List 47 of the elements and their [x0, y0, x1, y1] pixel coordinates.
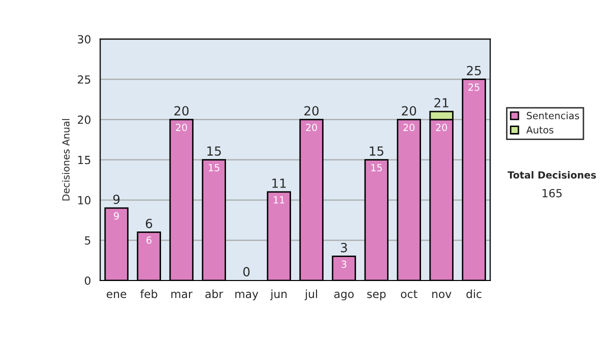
x-tick-label: may: [235, 292, 258, 300]
x-tick-label: feb: [140, 290, 158, 298]
x-tick-label: jun: [270, 290, 287, 300]
y-tick-label: 5: [84, 236, 90, 245]
legend-label: Autos: [526, 126, 554, 134]
data-label: 20: [436, 124, 447, 132]
total-label: 9: [113, 194, 120, 204]
total-label: 25: [466, 66, 481, 76]
data-label: 20: [176, 124, 187, 132]
x-tick-label: mar: [171, 292, 193, 298]
data-label: 6: [146, 236, 152, 244]
x-tick-label: nov: [432, 292, 452, 298]
y-axis-title: Decisiones Anual: [62, 119, 70, 200]
x-tick-label: dic: [466, 290, 482, 298]
text: Total Decisiones: [508, 171, 596, 179]
y-tick-label: 0: [84, 276, 90, 285]
y-tick-label: 10: [78, 196, 90, 204]
y-tick-label: 15: [78, 156, 90, 164]
total-label: 15: [370, 146, 384, 156]
legend-label: Sentencias: [526, 112, 580, 120]
text: 165: [542, 188, 562, 198]
x-tick-label: sep: [367, 292, 386, 300]
y-tick-label: 25: [78, 75, 90, 84]
data-label: 15: [208, 164, 220, 172]
data-label: 9: [114, 212, 119, 220]
x-tick-label: jul: [304, 290, 318, 300]
total-label: 21: [434, 98, 448, 108]
data-label: 20: [306, 124, 317, 132]
y-tick-label: 20: [78, 116, 90, 124]
x-tick-label: abr: [205, 290, 224, 298]
data-label: 3: [342, 260, 346, 268]
total-label: 15: [207, 146, 221, 156]
y-tick-label: 30: [78, 35, 90, 44]
total-label: 20: [402, 106, 416, 116]
data-label: 11: [274, 196, 284, 204]
total-label: 0: [243, 267, 250, 276]
total-label: 6: [146, 218, 152, 228]
x-tick-label: ago: [334, 292, 354, 300]
total-label: 11: [272, 178, 286, 188]
x-tick-label: oct: [400, 290, 418, 298]
total-label: 20: [174, 106, 189, 116]
data-label: 15: [371, 164, 382, 172]
data-label: 20: [403, 124, 414, 132]
x-tick-label: ene: [106, 292, 126, 298]
data-label: 25: [468, 84, 480, 91]
total-label: 3: [340, 242, 347, 252]
total-label: 20: [304, 106, 319, 116]
